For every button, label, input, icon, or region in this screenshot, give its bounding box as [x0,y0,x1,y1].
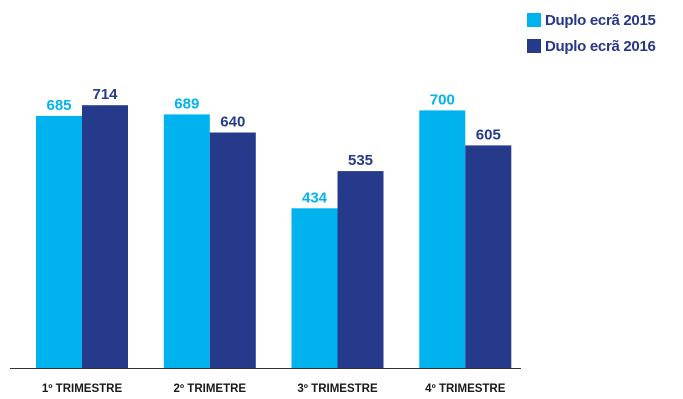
bars-group [36,105,512,369]
bar-2015-q3 [291,208,338,368]
value-label-2016-q2: 640 [220,114,245,131]
value-label-2015-q4: 700 [430,91,455,108]
x-tick-label-q1: 1º TRIMESTRE [42,383,123,395]
value-label-2015-q2: 689 [174,95,199,112]
bar-2015-q2 [163,114,210,369]
x-tick-labels-group: 1º TRIMESTRE 2º TRIMETRE 3º TRIMESTRE 4º TR… [42,383,506,395]
legend-item-2015: Duplo ecrã 2015 [527,10,656,30]
x-tick-label-q4: 4º TRIMESTRE [425,383,506,395]
x-tick-label-q3: 3º TRIMESTRE [297,383,378,395]
value-label-2016-q4: 605 [476,126,501,143]
bar-2016-q2 [209,132,256,368]
value-labels-group: 685 714 689 640 434 535 700 605 [46,86,500,206]
value-label-2016-q1: 714 [92,86,118,103]
value-label-2015-q3: 434 [302,189,328,206]
bar-2016-q4 [465,145,512,368]
legend-label-2015: Duplo ecrã 2015 [545,11,656,29]
value-label-2015-q1: 685 [46,97,71,114]
legend: Duplo ecrã 2015 Duplo ecrã 2016 [527,10,656,62]
legend-swatch-2015 [527,13,541,27]
value-label-2016-q3: 535 [348,152,373,169]
legend-swatch-2016 [527,39,541,53]
bar-2015-q1 [36,115,82,369]
bar-2016-q3 [337,171,384,368]
legend-item-2016: Duplo ecrã 2016 [527,36,656,56]
bar-2016-q1 [82,105,128,368]
x-tick-label-q2: 2º TRIMETRE [174,383,247,395]
bar-2015-q4 [419,110,466,369]
legend-label-2016: Duplo ecrã 2016 [545,37,656,55]
